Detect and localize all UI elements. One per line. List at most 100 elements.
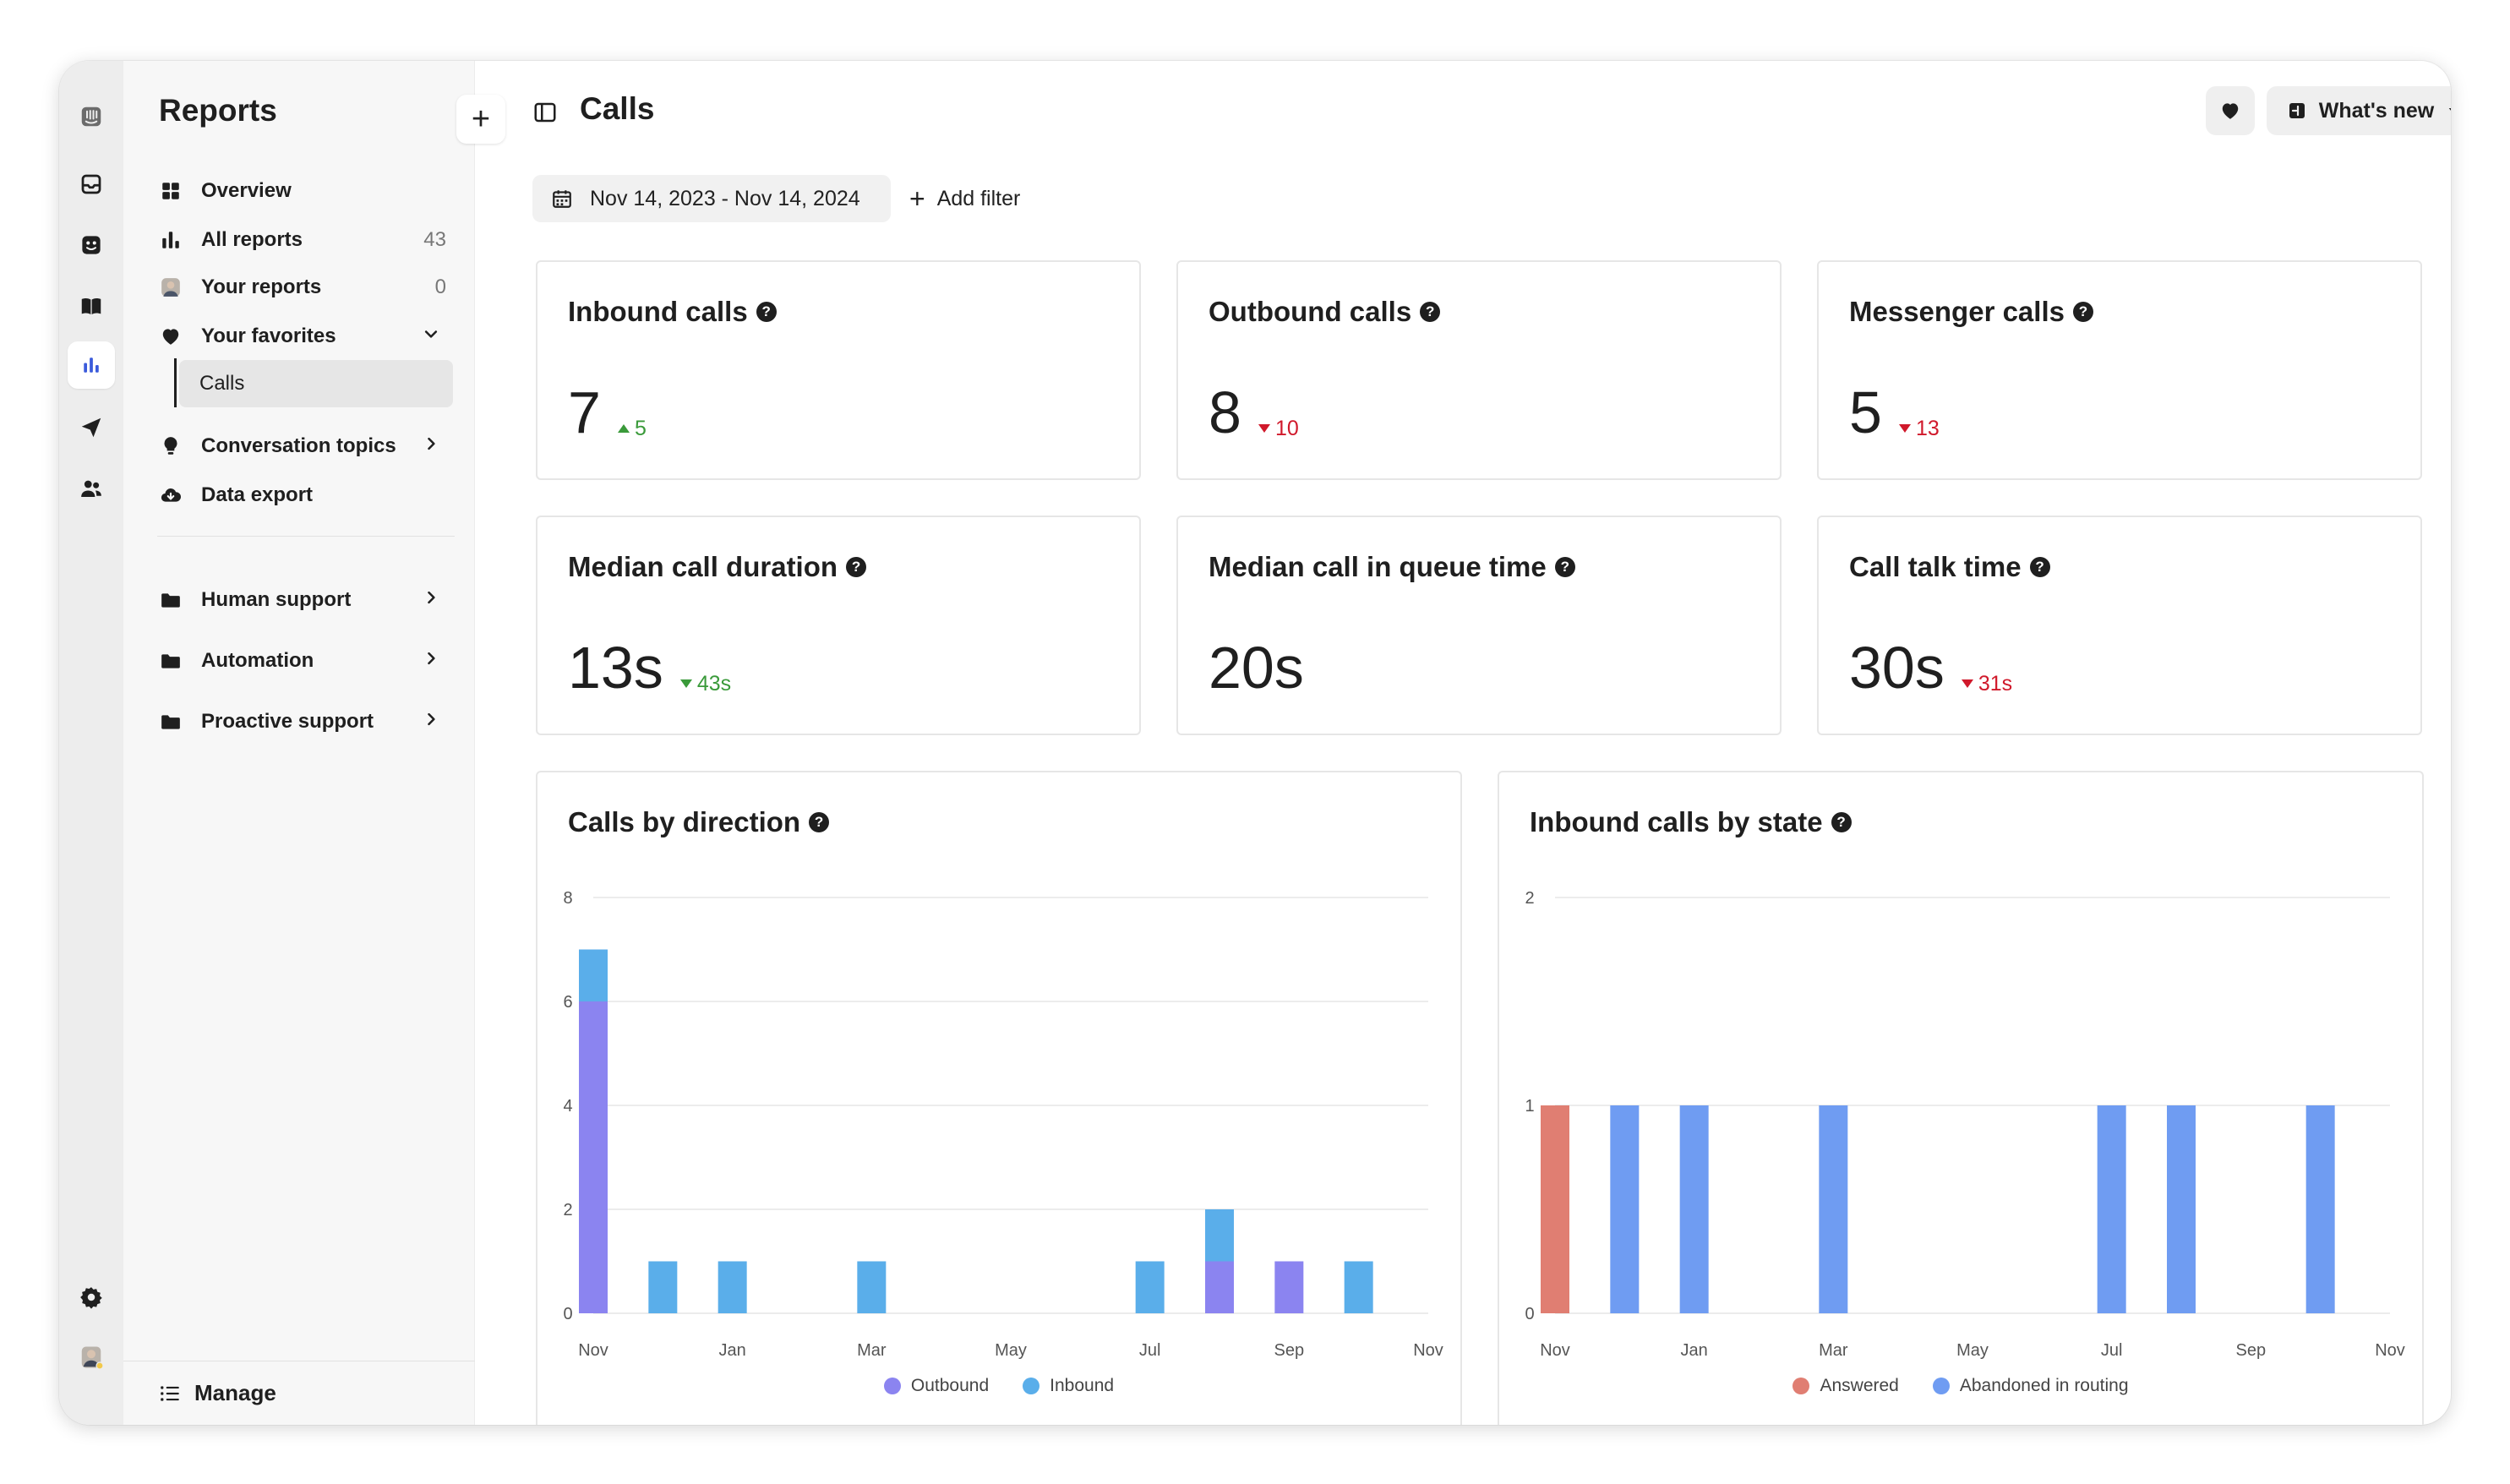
- y-tick-label: 2: [563, 1201, 572, 1219]
- sidebar-title: Reports: [159, 93, 277, 128]
- y-tick-label: 4: [563, 1097, 572, 1116]
- user-avatar-small: [159, 276, 183, 299]
- metric-card-messenger-calls[interactable]: Messenger calls? 5 13: [1817, 260, 2422, 480]
- bar-outbound: [1205, 1261, 1234, 1313]
- legend-item-outbound[interactable]: Outbound: [883, 1376, 989, 1396]
- metric-delta: 13: [1898, 417, 1940, 441]
- sidebar-item-your-favorites[interactable]: Your favorites: [159, 318, 446, 355]
- chevron-right-icon: [423, 711, 439, 733]
- sidebar-item-your-reports[interactable]: Your reports 0: [159, 269, 446, 306]
- add-report-button[interactable]: +: [456, 95, 505, 144]
- metric-card-median-call-duration[interactable]: Median call duration? 13s 43s: [536, 516, 1141, 735]
- manage-button[interactable]: Manage: [123, 1361, 475, 1425]
- bar-inbound: [857, 1261, 887, 1313]
- heart-icon: [2219, 100, 2241, 122]
- your-reports-count: 0: [434, 276, 446, 298]
- x-tick-label: Mar: [1819, 1341, 1848, 1360]
- y-tick-label: 8: [563, 889, 572, 908]
- manage-label: Manage: [194, 1380, 276, 1405]
- legend-item-inbound[interactable]: Inbound: [1023, 1376, 1114, 1396]
- plus-icon: +: [909, 183, 925, 214]
- help-icon[interactable]: ?: [846, 557, 867, 577]
- metric-delta: 31s: [1961, 672, 2012, 696]
- metric-title: Outbound calls?: [1209, 296, 1441, 328]
- heart-icon: [159, 325, 183, 348]
- megaphone-icon: [2287, 101, 2307, 121]
- help-icon[interactable]: ?: [1554, 557, 1575, 577]
- user-avatar[interactable]: [68, 1334, 115, 1381]
- metric-card-call-talk-time[interactable]: Call talk time? 30s 31s: [1817, 516, 2422, 735]
- add-filter-button[interactable]: + Add filter: [909, 175, 1020, 222]
- bar-abandoned-in-routing: [1679, 1105, 1709, 1313]
- fin-bot-icon[interactable]: [68, 221, 115, 269]
- help-icon[interactable]: ?: [756, 302, 777, 322]
- sidebar-item-calls[interactable]: Calls: [179, 360, 453, 407]
- y-tick-label: 0: [563, 1305, 572, 1323]
- metric-title: Call talk time?: [1849, 551, 2050, 583]
- help-icon[interactable]: ?: [1831, 812, 1852, 832]
- metric-card-outbound-calls[interactable]: Outbound calls? 8 10: [1176, 260, 1782, 480]
- caret-down-icon: [2446, 103, 2451, 118]
- folder-icon: [159, 649, 183, 673]
- sidebar-folder-automation[interactable]: Automation: [159, 642, 446, 679]
- x-tick-label: May: [1956, 1341, 1989, 1360]
- chevron-right-icon: [423, 589, 439, 611]
- chart-card-calls-by-direction: Calls by direction? 0 2 4 6 8 Nov Jan Mar May Jul…: [536, 771, 1462, 1425]
- sidebar-folder-proactive-support[interactable]: Proactive support: [159, 703, 446, 740]
- settings-icon[interactable]: [68, 1274, 115, 1321]
- bar-inbound: [718, 1261, 747, 1313]
- contacts-icon[interactable]: [68, 465, 115, 512]
- metric-value: 8 10: [1209, 379, 1299, 445]
- x-tick-label: Nov: [1540, 1341, 1570, 1360]
- knowledge-book-icon[interactable]: [68, 282, 115, 330]
- metric-title: Median call duration?: [568, 551, 867, 583]
- date-range-picker[interactable]: Nov 14, 2023 - Nov 14, 2024: [532, 175, 891, 222]
- calendar-icon: [551, 188, 573, 210]
- sidebar-folder-human-support[interactable]: Human support: [159, 581, 446, 619]
- y-tick-label: 6: [563, 993, 572, 1012]
- chart-legend: Answered Abandoned in routing: [1499, 1376, 2422, 1396]
- sidebar-toggle-icon[interactable]: [532, 100, 559, 127]
- inbox-icon[interactable]: [68, 161, 115, 208]
- icon-rail: [59, 61, 123, 1425]
- outbound-icon[interactable]: [68, 404, 115, 451]
- chevron-down-icon: [423, 325, 439, 347]
- help-icon[interactable]: ?: [2072, 302, 2093, 322]
- sidebar-item-conversation-topics[interactable]: Conversation topics: [159, 428, 446, 465]
- chart-title: Calls by direction?: [568, 806, 830, 838]
- metric-card-median-queue-time[interactable]: Median call in queue time? 20s: [1176, 516, 1782, 735]
- help-icon[interactable]: ?: [2029, 557, 2050, 577]
- sidebar-item-all-reports[interactable]: All reports 43: [159, 221, 446, 259]
- favorite-button[interactable]: [2206, 86, 2255, 135]
- x-tick-label: May: [995, 1341, 1027, 1360]
- x-tick-label: Nov: [2375, 1341, 2405, 1360]
- x-tick-label: Nov: [1413, 1341, 1443, 1360]
- metric-title: Median call in queue time?: [1209, 551, 1575, 583]
- y-tick-label: 1: [1525, 1097, 1534, 1116]
- lightbulb-icon: [159, 434, 183, 458]
- sidebar-item-data-export[interactable]: Data export: [159, 477, 446, 514]
- arrow-down-icon: [679, 679, 692, 688]
- intercom-logo-icon[interactable]: [68, 93, 115, 140]
- help-icon[interactable]: ?: [1420, 302, 1441, 322]
- sidebar-item-label: Overview: [201, 179, 292, 202]
- arrow-up-icon: [617, 424, 630, 433]
- reports-icon[interactable]: [68, 341, 115, 389]
- folder-icon: [159, 588, 183, 612]
- bar-inbound: [579, 949, 608, 1001]
- legend-item-answered[interactable]: Answered: [1792, 1376, 1899, 1396]
- sidebar-item-overview[interactable]: Overview: [159, 172, 446, 210]
- arrow-down-icon: [1961, 679, 1973, 688]
- chevron-right-icon: [423, 435, 439, 457]
- legend-item-abandoned-in-routing[interactable]: Abandoned in routing: [1932, 1376, 2129, 1396]
- whats-new-button[interactable]: What's new: [2267, 86, 2451, 135]
- metric-delta: 5: [617, 417, 647, 441]
- help-icon[interactable]: ?: [809, 812, 830, 832]
- sidebar-item-label: All reports: [201, 228, 303, 251]
- cloud-download-icon: [159, 483, 183, 507]
- metric-value: 20s: [1209, 635, 1304, 701]
- bar-abandoned-in-routing: [2097, 1105, 2126, 1313]
- metric-delta: 10: [1258, 417, 1299, 441]
